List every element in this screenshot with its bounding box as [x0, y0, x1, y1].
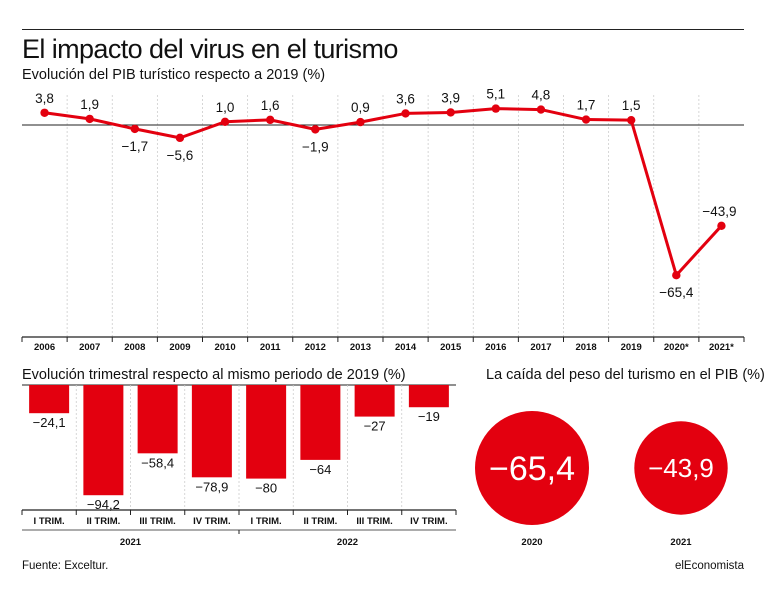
bar: [300, 385, 341, 460]
bubble: [634, 421, 728, 515]
x-tick-label: 2008: [124, 342, 145, 353]
data-label: 1,6: [261, 98, 280, 113]
data-point: [626, 115, 636, 125]
bar: [408, 385, 449, 408]
bubble-chart-title: La caída del peso del turismo en el PIB …: [486, 367, 765, 383]
group-label: 2021: [120, 537, 142, 548]
bubble-value-label: −65,4: [489, 450, 575, 488]
data-label: −64: [309, 462, 331, 477]
bubble-year-label: 2021: [670, 537, 692, 548]
chart-title: El impacto del virus en el turismo: [22, 34, 398, 64]
x-tick-label: 2020*: [664, 342, 689, 353]
data-label: −94,2: [87, 497, 120, 512]
data-label: −65,4: [659, 285, 694, 300]
data-point: [446, 108, 455, 117]
bar: [354, 385, 395, 417]
data-point: [717, 221, 726, 231]
data-label: −19: [418, 409, 440, 424]
data-point: [356, 117, 365, 127]
data-label: 1,5: [622, 98, 641, 113]
data-label: −43,9: [702, 204, 736, 219]
gdp-share-bubble-chart: −65,4 2020 −43,9 2021: [475, 411, 728, 548]
data-point: [672, 271, 681, 280]
data-label: 3,8: [35, 91, 54, 106]
group-label: 2022: [337, 537, 358, 548]
x-tick-label: I TRIM.: [34, 516, 65, 527]
series-line: [44, 107, 723, 277]
bar: [137, 385, 178, 454]
annual-line-chart: 3,8 2006 1,9 2007 −1,7 2008 −5,6 2009 1,0 2010 1,6…: [21, 87, 745, 353]
data-point: [40, 108, 49, 117]
data-label: 1,0: [216, 100, 235, 115]
data-point: [220, 117, 230, 126]
bubble-year-label: 2020: [521, 537, 542, 548]
data-point: [401, 109, 410, 118]
bar: [246, 385, 287, 479]
data-point: [311, 125, 320, 134]
data-label: −1,7: [121, 139, 148, 154]
data-label: −27: [364, 419, 386, 434]
data-label: −78,9: [195, 479, 228, 494]
x-tick-label: 2013: [350, 342, 371, 353]
x-tick-label: 2017: [530, 342, 551, 353]
x-tick-label: 2009: [169, 342, 190, 353]
x-tick-label: 2021*: [709, 342, 734, 353]
x-tick-label: 2012: [305, 342, 326, 353]
bar: [83, 385, 124, 496]
chart-subtitle: Evolución del PIB turístico respecto a 2…: [22, 67, 326, 83]
top-rule: [22, 29, 744, 30]
data-label: −58,4: [141, 455, 174, 470]
data-point: [581, 115, 591, 124]
data-label: 1,9: [80, 97, 99, 112]
quarterly-chart-title: Evolución trimestral respecto al mismo p…: [22, 367, 406, 383]
x-tick-label: 2019: [621, 342, 642, 353]
data-label: 0,9: [351, 100, 370, 115]
data-point: [85, 114, 94, 124]
data-point: [130, 124, 140, 134]
x-tick-label: III TRIM.: [356, 516, 392, 527]
quarterly-bar-chart: −24,1 I TRIM. −94,2 II TRIM. −58,4 III TRIM. −…: [21, 384, 457, 548]
data-label: −80: [255, 481, 277, 496]
data-label: −5,6: [167, 148, 194, 163]
data-point: [175, 133, 185, 143]
bubble: [475, 411, 589, 525]
x-tick-label: 2018: [575, 342, 596, 353]
x-tick-label: III TRIM.: [139, 516, 175, 527]
data-point: [265, 115, 275, 125]
x-tick-label: 2010: [214, 342, 235, 353]
data-point: [491, 104, 501, 113]
bubble-value-label: −43,9: [648, 453, 714, 483]
bar: [29, 385, 70, 414]
x-tick-label: 2011: [260, 342, 281, 353]
data-label: 4,8: [532, 88, 551, 103]
data-label: −24,1: [33, 415, 66, 430]
x-tick-label: IV TRIM.: [193, 516, 230, 527]
x-tick-label: II TRIM.: [86, 516, 120, 527]
data-label: 1,7: [577, 98, 596, 113]
x-tick-label: IV TRIM.: [410, 516, 447, 527]
source-note: Fuente: Exceltur.: [22, 560, 109, 572]
data-label: 3,6: [396, 91, 415, 106]
x-tick-label: 2007: [79, 342, 100, 353]
x-tick-label: 2015: [440, 342, 462, 353]
bar: [191, 385, 232, 478]
data-label: −1,9: [302, 139, 329, 154]
x-tick-label: 2016: [485, 342, 506, 353]
data-label: 5,1: [486, 87, 505, 102]
data-label: 3,9: [441, 90, 460, 105]
brand-logo: elEconomista: [674, 560, 744, 572]
x-tick-label: 2006: [34, 342, 55, 353]
x-tick-label: II TRIM.: [303, 516, 337, 527]
x-tick-label: I TRIM.: [251, 516, 282, 527]
data-point: [536, 105, 546, 114]
x-tick-label: 2014: [395, 342, 417, 353]
